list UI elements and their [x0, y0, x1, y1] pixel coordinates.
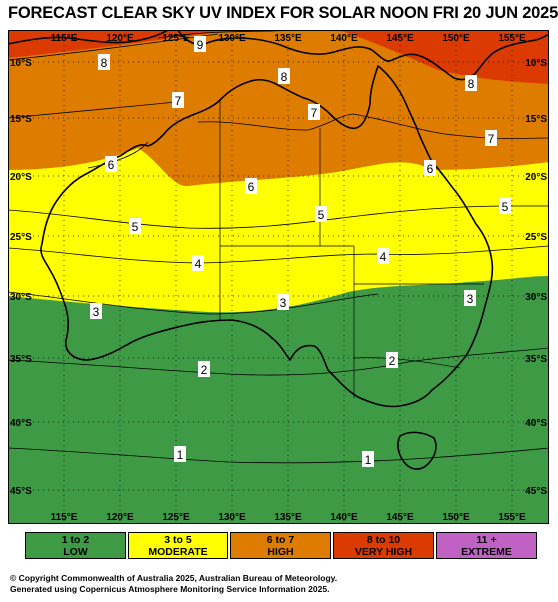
lon-label-top: 120°E: [106, 33, 134, 44]
contour-label-6: 6: [248, 180, 255, 194]
lat-label-right: 15°S: [525, 114, 547, 125]
lon-label-bottom: 135°E: [274, 512, 302, 523]
contour-label-5: 5: [132, 220, 139, 234]
contour-label-8: 8: [281, 70, 288, 84]
contour-label-4: 4: [380, 250, 387, 264]
lon-label-bottom: 125°E: [162, 512, 190, 523]
lon-label-top: 125°E: [162, 33, 190, 44]
lat-label-right: 35°S: [525, 354, 547, 365]
legend-extreme: 11 + EXTREME: [436, 532, 537, 559]
contour-label-1: 1: [177, 448, 184, 462]
legend-high: 6 to 7 HIGH: [230, 532, 331, 559]
legend-label: MODERATE: [148, 546, 208, 558]
state-borders: [219, 100, 484, 398]
lat-label-left: 15°S: [10, 114, 32, 125]
legend-low: 1 to 2 LOW: [25, 532, 126, 559]
contour-label-7: 7: [311, 106, 318, 120]
legend-very-high: 8 to 10 VERY HIGH: [333, 532, 434, 559]
legend-range: 6 to 7: [266, 534, 295, 546]
lat-label-right: 40°S: [525, 418, 547, 429]
legend-label: LOW: [63, 546, 88, 558]
contour-label-2: 2: [201, 363, 208, 377]
lon-label-bottom: 120°E: [106, 512, 134, 523]
legend-label: VERY HIGH: [354, 546, 413, 558]
lon-label-top: 130°E: [218, 33, 246, 44]
legend-range: 1 to 2: [61, 534, 90, 546]
legend-range: 8 to 10: [366, 534, 401, 546]
lat-label-right: 25°S: [525, 232, 547, 243]
lon-label-bottom: 150°E: [442, 512, 470, 523]
legend-label: EXTREME: [461, 546, 512, 558]
lon-label-bottom: 155°E: [498, 512, 526, 523]
lat-label-left: 20°S: [10, 172, 32, 183]
lat-label-right: 30°S: [525, 292, 547, 303]
legend-range: 11 +: [476, 534, 497, 546]
legend-moderate: 3 to 5 MODERATE: [128, 532, 228, 559]
map-frame: [8, 30, 549, 524]
legend-label: HIGH: [267, 546, 294, 558]
lon-label-bottom: 115°E: [51, 512, 78, 523]
contour-label-9: 9: [197, 38, 204, 52]
lon-label-bottom: 140°E: [330, 512, 358, 523]
lat-label-right: 20°S: [525, 172, 547, 183]
contour-label-4: 4: [195, 257, 202, 271]
contour-label-8: 8: [101, 56, 108, 70]
contour-label-3: 3: [467, 292, 474, 306]
source-line: Generated using Copernicus Atmosphere Mo…: [10, 584, 330, 594]
lon-label-bottom: 145°E: [386, 512, 414, 523]
lon-label-top: 140°E: [330, 33, 358, 44]
lat-label-right: 10°S: [525, 58, 547, 69]
contour-label-5: 5: [318, 208, 325, 222]
lon-label-top: 150°E: [442, 33, 470, 44]
lon-label-top: 115°E: [51, 33, 78, 44]
contour-label-2: 2: [389, 354, 396, 368]
contour-label-5: 5: [502, 200, 509, 214]
lat-label-left: 30°S: [10, 292, 32, 303]
contour-label-7: 7: [175, 94, 182, 108]
contour-label-3: 3: [93, 305, 100, 319]
lat-label-left: 10°S: [10, 58, 32, 69]
lon-label-bottom: 130°E: [218, 512, 246, 523]
lon-label-top: 155°E: [498, 33, 526, 44]
contour-label-3: 3: [280, 296, 287, 310]
lat-label-right: 45°S: [525, 486, 547, 497]
contour-label-8: 8: [468, 77, 475, 91]
map-title: FORECAST CLEAR SKY UV INDEX FOR SOLAR NO…: [8, 4, 558, 22]
lat-label-left: 40°S: [10, 418, 32, 429]
contour-label-6: 6: [427, 162, 434, 176]
band-low: [8, 276, 549, 524]
copyright-line: © Copyright Commonwealth of Australia 20…: [10, 573, 338, 583]
lon-label-top: 145°E: [386, 33, 414, 44]
lon-label-top: 135°E: [274, 33, 302, 44]
australia-coastline: [8, 30, 549, 470]
contour-label-6: 6: [108, 158, 115, 172]
uv-index-map: 115°E 120°E 125°E 130°E 135°E 140°E 145°…: [8, 30, 549, 524]
legend-range: 3 to 5: [164, 534, 192, 546]
contour-label-1: 1: [365, 453, 372, 467]
contour-label-7: 7: [488, 132, 495, 146]
lat-label-left: 35°S: [10, 354, 32, 365]
lat-label-left: 25°S: [10, 232, 32, 243]
lat-label-left: 45°S: [10, 486, 32, 497]
